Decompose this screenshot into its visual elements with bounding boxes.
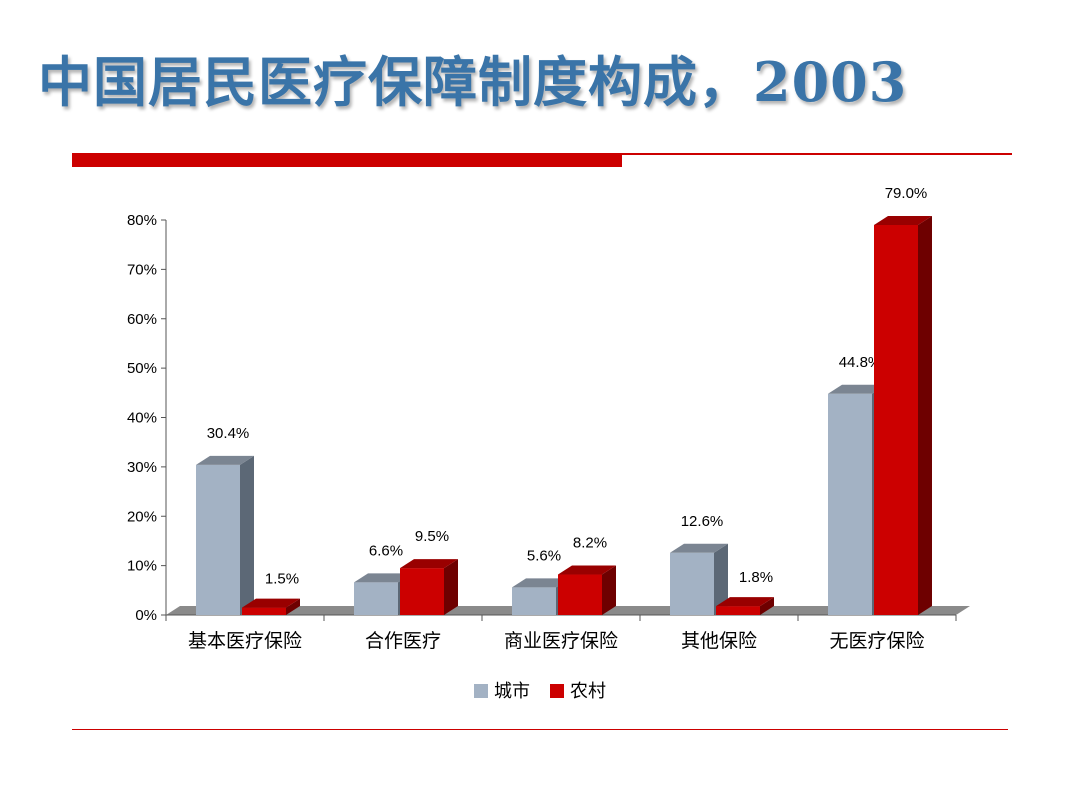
y-tick-label: 30% — [127, 459, 157, 476]
title-underline-thin — [622, 153, 1012, 155]
bar-top — [828, 384, 886, 394]
bar — [828, 393, 872, 615]
category-label: 无医疗保险 — [829, 630, 924, 652]
bar — [196, 464, 240, 615]
bar — [716, 606, 760, 615]
bar-top — [670, 543, 728, 553]
bar — [558, 574, 602, 615]
y-tick-label: 10% — [127, 558, 157, 575]
legend-label: 城市 — [494, 681, 530, 702]
legend-label: 农村 — [570, 681, 606, 702]
data-label: 8.2% — [573, 535, 607, 552]
y-tick-label: 40% — [127, 410, 157, 427]
y-tick-label: 60% — [127, 311, 157, 328]
data-label: 12.6% — [681, 513, 724, 530]
bar-top — [558, 565, 616, 575]
bar-top — [354, 573, 412, 583]
legend-swatch — [474, 684, 488, 698]
bar-side — [444, 559, 458, 615]
bar — [242, 607, 286, 615]
data-label: 1.8% — [739, 569, 773, 586]
y-tick-label: 50% — [127, 360, 157, 377]
y-tick-label: 20% — [127, 508, 157, 525]
bar-top — [874, 215, 932, 225]
data-label: 44.8% — [839, 354, 882, 371]
bar-side — [760, 597, 774, 615]
legend-swatch — [550, 684, 564, 698]
bar — [670, 552, 714, 615]
bar-top — [512, 578, 570, 588]
title-underline-thick — [72, 153, 622, 167]
bar — [400, 568, 444, 615]
slide-title: 中国居民医疗保障制度构成，2003 — [38, 50, 908, 114]
y-tick-label: 70% — [127, 261, 157, 278]
data-label: 1.5% — [265, 571, 299, 588]
category-label: 合作医疗 — [365, 630, 441, 652]
data-label: 6.6% — [369, 542, 403, 559]
y-tick-label: 0% — [135, 607, 157, 624]
bar-side — [602, 565, 616, 615]
bar-side — [286, 598, 300, 615]
category-label: 其他保险 — [681, 630, 757, 652]
bar-top — [196, 455, 254, 465]
bar-side — [714, 543, 728, 615]
bar — [512, 587, 556, 615]
bar — [874, 224, 918, 615]
bar-top — [242, 598, 300, 608]
data-label: 5.6% — [527, 547, 561, 564]
data-label: 30.4% — [207, 425, 250, 442]
bar-top — [716, 597, 774, 607]
category-label: 基本医疗保险 — [188, 630, 302, 652]
data-label: 9.5% — [415, 528, 449, 545]
bar-side — [918, 215, 932, 615]
bar — [354, 582, 398, 615]
category-label: 商业医疗保险 — [504, 630, 618, 652]
bar-side — [240, 455, 254, 615]
data-label: 79.0% — [885, 185, 928, 202]
footer-rule — [72, 729, 1008, 730]
bar-top — [400, 559, 458, 569]
y-tick-label: 80% — [127, 212, 157, 229]
